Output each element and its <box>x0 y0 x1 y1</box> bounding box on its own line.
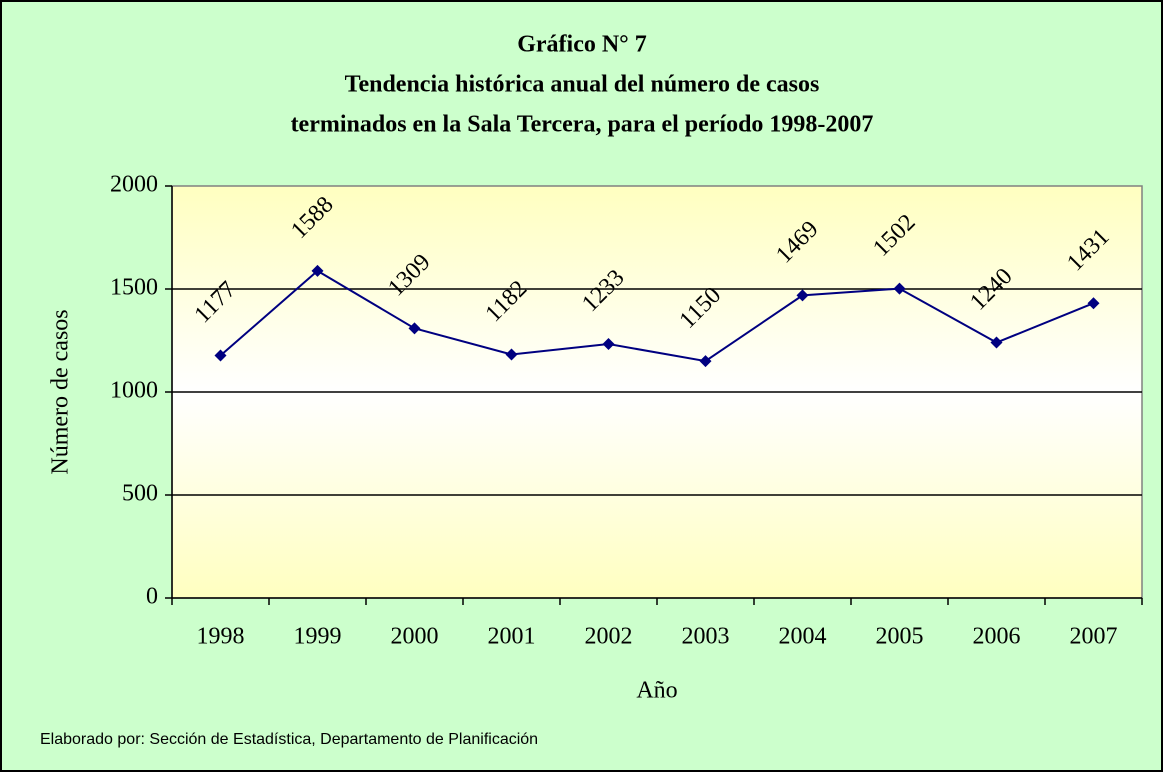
y-tick-label: 2000 <box>110 172 158 198</box>
x-tick-label: 2004 <box>779 624 827 650</box>
marker <box>796 289 809 302</box>
marker <box>699 355 712 368</box>
y-axis-label: Número de casos <box>48 309 74 474</box>
x-tick-label: 2002 <box>585 624 633 650</box>
chart-title: Tendencia histórica anual del número de … <box>345 72 820 98</box>
y-tick-label: 0 <box>146 584 158 610</box>
x-axis-label: Año <box>636 678 677 704</box>
chart-title: terminados en la Sala Tercera, para el p… <box>291 112 874 138</box>
x-tick-label: 2006 <box>973 624 1021 650</box>
marker <box>893 282 906 295</box>
marker <box>602 338 615 351</box>
marker <box>1087 297 1100 310</box>
x-tick-label: 2001 <box>488 624 536 650</box>
footnote: Elaborado por: Sección de Estadística, D… <box>40 731 538 748</box>
x-tick-label: 2005 <box>876 624 924 650</box>
x-tick-label: 1998 <box>197 624 245 650</box>
x-tick-label: 1999 <box>294 624 342 650</box>
chart-title: Gráfico N° 7 <box>517 32 647 58</box>
y-tick-label: 1500 <box>110 275 158 301</box>
marker <box>408 322 421 335</box>
x-tick-label: 2000 <box>391 624 439 650</box>
x-tick-label: 2003 <box>682 624 730 650</box>
y-tick-label: 1000 <box>110 378 158 404</box>
marker <box>990 336 1003 349</box>
y-tick-label: 500 <box>122 481 158 507</box>
x-tick-label: 2007 <box>1070 624 1118 650</box>
marker <box>214 349 227 362</box>
marker <box>311 264 324 277</box>
marker <box>505 348 518 361</box>
line <box>219 269 1094 363</box>
